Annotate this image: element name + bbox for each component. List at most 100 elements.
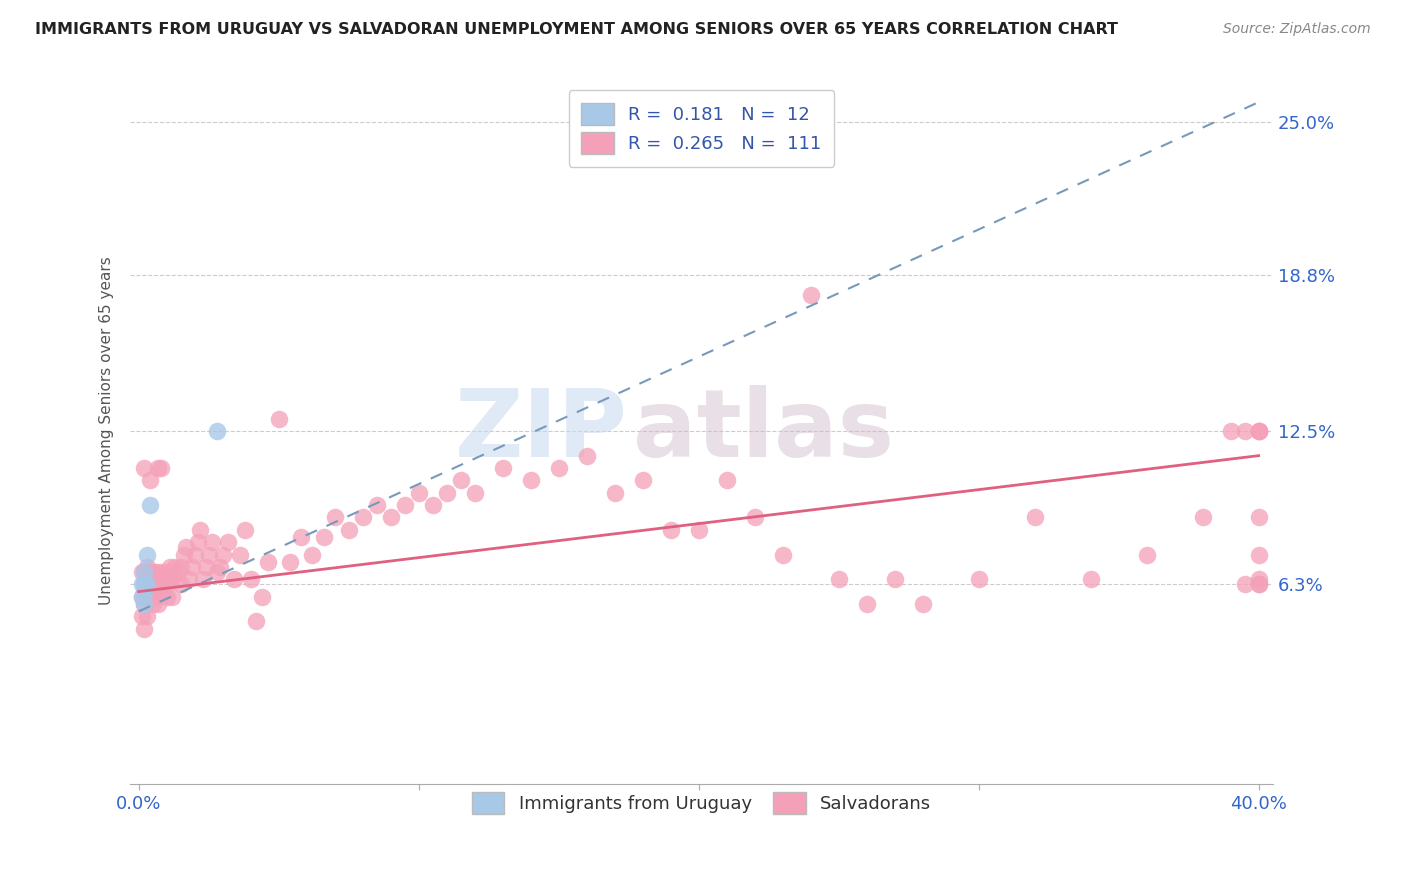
- Point: [208, 560, 231, 574]
- Point: [800, 288, 823, 302]
- Point: [131, 590, 153, 604]
- Point: [139, 474, 162, 488]
- Point: [176, 540, 198, 554]
- Point: [136, 609, 159, 624]
- Point: [772, 548, 794, 562]
- Point: [150, 577, 173, 591]
- Point: [1247, 424, 1270, 438]
- Point: [181, 560, 204, 574]
- Point: [145, 565, 167, 579]
- Point: [139, 565, 162, 579]
- Point: [1233, 424, 1256, 438]
- Point: [194, 560, 217, 574]
- Point: [323, 510, 346, 524]
- Point: [134, 597, 156, 611]
- Point: [188, 523, 211, 537]
- Point: [159, 572, 181, 586]
- Point: [1233, 577, 1256, 591]
- Point: [205, 565, 228, 579]
- Point: [165, 560, 187, 574]
- Point: [148, 584, 170, 599]
- Point: [139, 590, 162, 604]
- Point: [1247, 510, 1270, 524]
- Point: [131, 609, 153, 624]
- Point: [153, 584, 176, 599]
- Point: [1024, 510, 1046, 524]
- Point: [134, 577, 156, 591]
- Point: [547, 461, 569, 475]
- Point: [134, 565, 156, 579]
- Point: [159, 560, 181, 574]
- Point: [1247, 577, 1270, 591]
- Point: [142, 577, 165, 591]
- Point: [134, 565, 156, 579]
- Point: [312, 530, 335, 544]
- Point: [150, 565, 173, 579]
- Point: [688, 523, 710, 537]
- Point: [134, 577, 156, 591]
- Point: [134, 597, 156, 611]
- Text: Source: ZipAtlas.com: Source: ZipAtlas.com: [1223, 22, 1371, 37]
- Point: [290, 530, 312, 544]
- Point: [250, 590, 273, 604]
- Point: [142, 597, 165, 611]
- Point: [450, 474, 472, 488]
- Point: [131, 577, 153, 591]
- Point: [197, 548, 219, 562]
- Point: [239, 572, 262, 586]
- Point: [134, 577, 156, 591]
- Point: [245, 614, 267, 628]
- Point: [191, 572, 214, 586]
- Point: [575, 449, 598, 463]
- Point: [134, 584, 156, 599]
- Point: [659, 523, 682, 537]
- Y-axis label: Unemployment Among Seniors over 65 years: Unemployment Among Seniors over 65 years: [100, 257, 114, 606]
- Point: [631, 474, 654, 488]
- Point: [156, 565, 179, 579]
- Point: [170, 560, 193, 574]
- Point: [394, 498, 416, 512]
- Point: [744, 510, 766, 524]
- Point: [278, 555, 301, 569]
- Point: [1247, 548, 1270, 562]
- Point: [134, 461, 156, 475]
- Point: [145, 590, 167, 604]
- Point: [436, 485, 458, 500]
- Point: [170, 577, 193, 591]
- Point: [1219, 424, 1241, 438]
- Point: [828, 572, 851, 586]
- Text: ZIP: ZIP: [454, 385, 627, 477]
- Point: [183, 548, 205, 562]
- Point: [205, 424, 228, 438]
- Point: [136, 577, 159, 591]
- Point: [200, 535, 222, 549]
- Point: [716, 474, 738, 488]
- Point: [173, 548, 195, 562]
- Point: [156, 590, 179, 604]
- Point: [408, 485, 430, 500]
- Point: [211, 548, 233, 562]
- Point: [217, 535, 239, 549]
- Point: [145, 577, 167, 591]
- Point: [136, 577, 159, 591]
- Point: [1247, 424, 1270, 438]
- Point: [855, 597, 877, 611]
- Point: [1247, 424, 1270, 438]
- Point: [142, 565, 165, 579]
- Point: [136, 590, 159, 604]
- Point: [142, 590, 165, 604]
- Point: [228, 548, 250, 562]
- Point: [136, 560, 159, 574]
- Point: [162, 572, 184, 586]
- Point: [148, 461, 170, 475]
- Point: [883, 572, 905, 586]
- Point: [492, 461, 515, 475]
- Point: [186, 535, 208, 549]
- Point: [233, 523, 256, 537]
- Point: [179, 572, 201, 586]
- Point: [148, 597, 170, 611]
- Point: [150, 461, 173, 475]
- Point: [134, 622, 156, 636]
- Point: [967, 572, 990, 586]
- Point: [153, 572, 176, 586]
